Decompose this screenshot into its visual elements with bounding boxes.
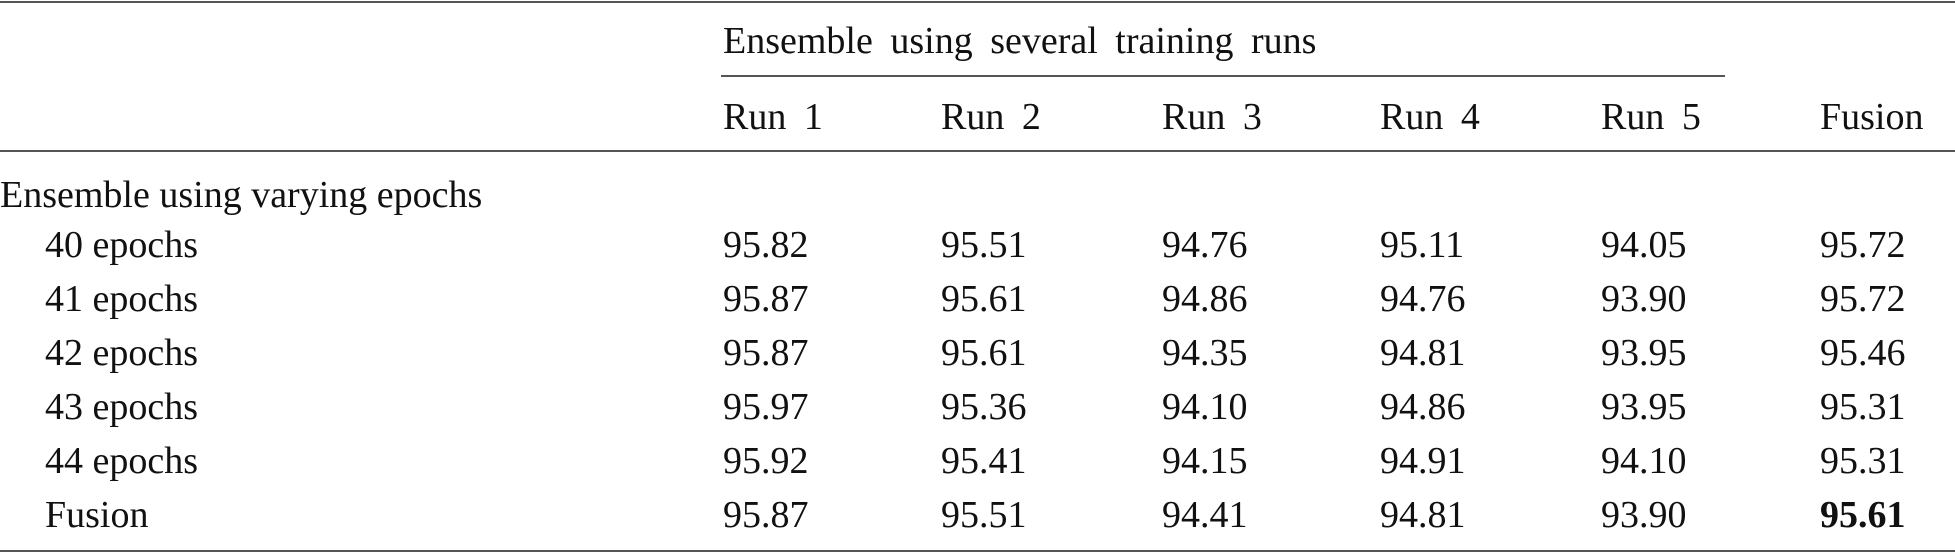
top-rule: [0, 1, 1955, 3]
table-cell: 93.95: [1601, 386, 1687, 428]
table-cell: 94.76: [1162, 224, 1248, 266]
table-cell: 94.86: [1162, 278, 1248, 320]
table-cell: 94.86: [1380, 386, 1466, 428]
table-cell: 94.91: [1380, 440, 1466, 482]
table-cell: 95.92: [723, 440, 809, 482]
table-cell: 95.31: [1820, 440, 1906, 482]
column-header: Run 4: [1380, 96, 1480, 138]
table-cell: 95.31: [1820, 386, 1906, 428]
column-header: Fusion: [1820, 96, 1924, 138]
table-cell: 95.51: [941, 224, 1027, 266]
table-cell: 93.90: [1601, 278, 1687, 320]
table-cell: 95.51: [941, 494, 1027, 536]
table-cell: 94.15: [1162, 440, 1248, 482]
table-cell: 95.82: [723, 224, 809, 266]
section-label: Ensemble using varying epochs: [0, 174, 483, 216]
row-label: 42 epochs: [45, 332, 199, 374]
column-header: Run 5: [1601, 96, 1701, 138]
table-cell: 95.61: [1820, 494, 1906, 536]
table-cell: 94.05: [1601, 224, 1687, 266]
header-rule: [0, 150, 1955, 152]
table-cell: 95.61: [941, 278, 1027, 320]
table-cell: 95.87: [723, 494, 809, 536]
table-cell: 93.90: [1601, 494, 1687, 536]
row-label: Fusion: [45, 494, 149, 536]
table-cell: 95.46: [1820, 332, 1906, 374]
table-cell: 94.10: [1601, 440, 1687, 482]
table-cell: 95.97: [723, 386, 809, 428]
bottom-rule: [0, 550, 1955, 552]
table-cell: 94.76: [1380, 278, 1466, 320]
table-cell: 95.72: [1820, 224, 1906, 266]
table-cell: 95.87: [723, 332, 809, 374]
table-cell: 95.72: [1820, 278, 1906, 320]
group-header: Ensemble using several training runs: [723, 20, 1317, 62]
table-cell: 94.10: [1162, 386, 1248, 428]
table-cell: 95.61: [941, 332, 1027, 374]
row-label: 40 epochs: [45, 224, 199, 266]
table-cell: 94.41: [1162, 494, 1248, 536]
row-label: 44 epochs: [45, 440, 199, 482]
row-label: 41 epochs: [45, 278, 199, 320]
table-cell: 95.87: [723, 278, 809, 320]
column-header: Run 1: [723, 96, 823, 138]
table-cell: 95.36: [941, 386, 1027, 428]
table-cell: 94.35: [1162, 332, 1248, 374]
row-label: 43 epochs: [45, 386, 199, 428]
table-cell: 94.81: [1380, 494, 1466, 536]
table-cell: 95.41: [941, 440, 1027, 482]
table-cell: 93.95: [1601, 332, 1687, 374]
column-header: Run 2: [941, 96, 1041, 138]
table-cell: 95.11: [1380, 224, 1465, 266]
table-cell: 94.81: [1380, 332, 1466, 374]
column-header: Run 3: [1162, 96, 1262, 138]
group-rule: [721, 75, 1725, 77]
